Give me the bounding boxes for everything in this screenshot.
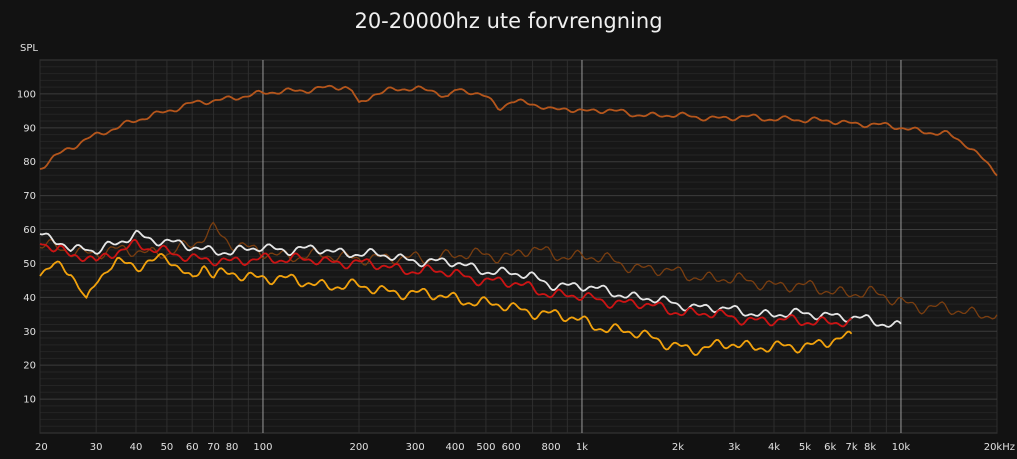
y-tick-label: 70 — [23, 191, 36, 202]
y-tick-label: 100 — [17, 89, 36, 100]
y-tick-label: 60 — [23, 225, 36, 236]
x-axis-ticks: 20 30 40 50 60 70 80 100 200 300 400 500 600 800 1k 2k 3… — [35, 442, 1015, 453]
y-tick-label: 10 — [23, 395, 36, 406]
x-tick-label: 800 — [542, 442, 561, 453]
series-line — [39, 84, 998, 177]
y-axis-label: SPL — [20, 43, 38, 54]
y-tick-label: 80 — [23, 157, 36, 168]
x-tick-label: 2k — [672, 442, 684, 453]
y-tick-label: 20 — [23, 361, 36, 372]
x-tick-label: 4k — [768, 442, 780, 453]
y-tick-label: 40 — [23, 293, 36, 304]
plot-background — [39, 59, 998, 434]
x-tick-label: 5k — [799, 442, 811, 453]
x-tick-label: 100 — [253, 442, 272, 453]
series-line — [39, 253, 853, 356]
x-tick-label: 80 — [226, 442, 239, 453]
chart-title: 20-20000hz ute forvrengning — [354, 9, 663, 33]
series-layer — [39, 84, 998, 356]
x-tick-label: 600 — [502, 442, 521, 453]
x-tick-label: 40 — [130, 442, 143, 453]
x-tick-label: 1k — [576, 442, 588, 453]
x-tick-label: 3k — [728, 442, 740, 453]
y-axis-ticks: 10 20 30 40 50 60 70 80 90 100 — [17, 89, 36, 405]
x-tick-label: 6k — [824, 442, 836, 453]
x-tick-label: 50 — [161, 442, 174, 453]
x-tick-label: 500 — [476, 442, 495, 453]
x-tick-label: 7k — [845, 442, 857, 453]
x-tick-label: 20 — [35, 442, 48, 453]
major-grid — [40, 60, 997, 433]
y-tick-label: 30 — [23, 327, 36, 338]
x-tick-label: 60 — [186, 442, 199, 453]
y-tick-label: 90 — [23, 123, 36, 134]
x-tick-label: 30 — [90, 442, 103, 453]
x-tick-label: 400 — [445, 442, 464, 453]
x-tick-label: 20kHz — [984, 442, 1015, 453]
y-tick-label: 50 — [23, 259, 36, 270]
series-line — [39, 221, 998, 320]
x-tick-label: 200 — [349, 442, 368, 453]
series-line — [39, 229, 902, 328]
x-tick-label: 8k — [864, 442, 876, 453]
x-tick-label: 300 — [406, 442, 425, 453]
x-tick-label: 10k — [892, 442, 911, 453]
series-line — [39, 238, 853, 328]
x-tick-label: 70 — [207, 442, 220, 453]
